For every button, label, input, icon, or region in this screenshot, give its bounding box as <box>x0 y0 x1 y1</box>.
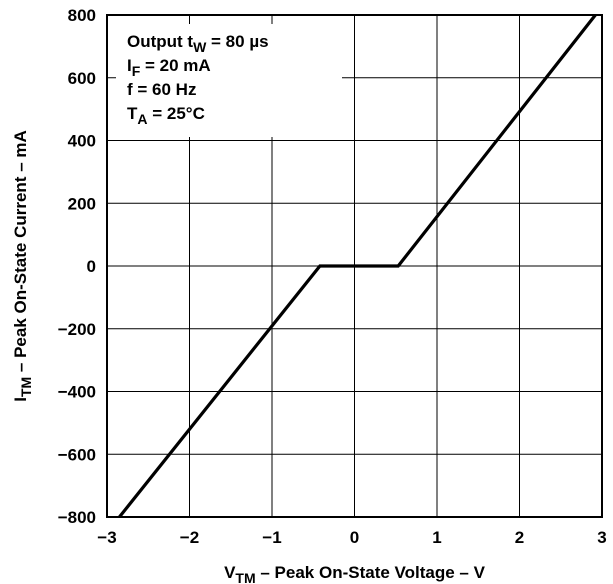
x-tick-label: 1 <box>432 528 441 547</box>
y-tick-label: −400 <box>58 383 96 402</box>
x-tick-label: 0 <box>350 528 359 547</box>
y-tick-label: −800 <box>58 508 96 527</box>
annotation-box <box>116 24 342 137</box>
series-group <box>118 14 597 518</box>
annotation-line: TA = 25°C <box>127 104 205 127</box>
x-tick-label: −3 <box>97 528 116 547</box>
annotation-line: f = 60 Hz <box>127 80 196 99</box>
y-tick-label: 600 <box>68 69 96 88</box>
x-tick-labels: −3 −2 −1 0 1 2 3 <box>97 528 606 547</box>
plot-frame <box>106 14 603 518</box>
y-tick-label: 400 <box>68 132 96 151</box>
y-tick-label: 200 <box>68 194 96 213</box>
y-axis-title: ITM – Peak On-State Current – mA <box>11 130 34 402</box>
x-axis-title: VTM – Peak On-State Voltage – V <box>224 563 485 584</box>
series-line <box>118 14 597 518</box>
annotation-line: Output tW = 80 µs <box>127 32 269 55</box>
y-tick-label: −200 <box>58 320 96 339</box>
y-tick-label: 0 <box>87 257 96 276</box>
y-tick-labels: −800 −600 −400 −200 0 200 400 600 800 <box>58 6 96 527</box>
y-tick-label: 800 <box>68 6 96 25</box>
y-tick-label: −600 <box>58 445 96 464</box>
x-tick-label: −2 <box>180 528 199 547</box>
x-tick-label: −1 <box>262 528 281 547</box>
x-tick-label: 2 <box>515 528 524 547</box>
annotation-line: IF = 20 mA <box>127 56 211 79</box>
x-tick-label: 3 <box>597 528 606 547</box>
